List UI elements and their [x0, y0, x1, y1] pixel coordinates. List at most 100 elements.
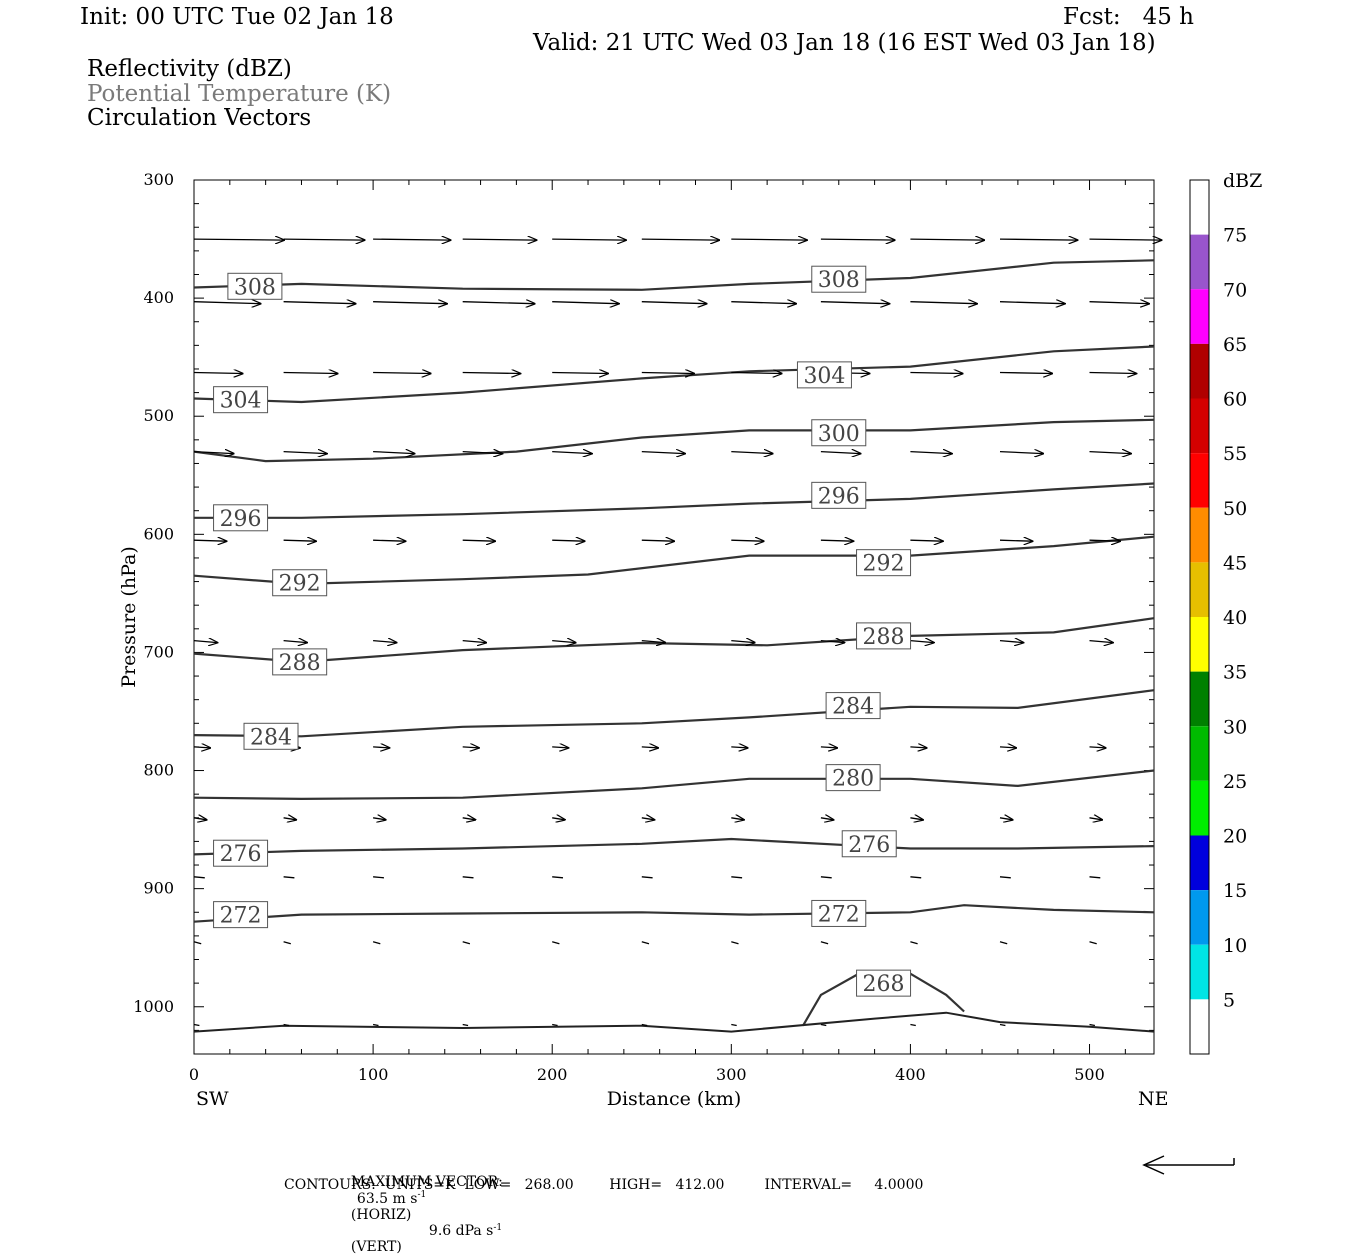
wind-vector	[910, 373, 962, 374]
wind-vector	[193, 941, 202, 945]
wind-vector	[373, 641, 396, 643]
wind-vector	[820, 452, 861, 454]
wind-vector	[820, 818, 834, 820]
wind-vector	[552, 302, 619, 304]
y-tick-label: 400	[143, 288, 174, 307]
wind-vector	[373, 373, 431, 374]
wind-vector	[731, 876, 743, 879]
wind-vector	[910, 302, 977, 304]
wind-vector	[999, 818, 1013, 820]
y-axis-title: Pressure (hPa)	[118, 546, 140, 688]
wind-vector	[1089, 452, 1131, 454]
colorbar-level-label: 65	[1223, 334, 1247, 356]
theta-contour-288	[193, 617, 1155, 664]
contour-label-box	[856, 549, 912, 577]
wind-vector	[373, 452, 414, 454]
wind-vector	[462, 641, 486, 643]
wind-vector	[999, 1023, 1006, 1027]
wind-vector	[910, 540, 942, 541]
wind-vector	[283, 818, 297, 820]
colorbar-level-label: 60	[1223, 389, 1247, 411]
wind-vector	[462, 239, 537, 240]
wind-vector	[552, 239, 626, 240]
x-tick-label: 300	[716, 1065, 747, 1084]
contour-label: 296	[220, 507, 262, 532]
wind-vector	[731, 818, 744, 820]
wind-vector	[283, 452, 327, 454]
contour-label-box	[272, 569, 328, 597]
colorbar-segment	[1190, 289, 1209, 344]
colorbar-level-label: 20	[1223, 826, 1247, 848]
wind-vector	[910, 818, 923, 820]
wind-vector	[372, 941, 381, 945]
wind-vector	[999, 302, 1065, 304]
cross-section-chart: 300 400 500 600 700 800 900 1000 0 100 200 300 400 50…	[118, 170, 1262, 1175]
wind-vector	[283, 239, 365, 240]
wind-vector	[283, 941, 291, 945]
wind-vector	[552, 1023, 558, 1027]
colorbar-segment	[1190, 234, 1209, 290]
wind-vector	[1089, 641, 1113, 643]
wind-vector	[283, 876, 295, 879]
contour-label: 300	[818, 422, 860, 447]
contour-label: 292	[863, 552, 905, 577]
wind-vector	[373, 876, 384, 879]
horiz-exponent: -1	[417, 1190, 427, 1200]
contour-label: 308	[818, 268, 860, 293]
forecast-hour: Fcst: 45 h	[1063, 4, 1194, 30]
contour-label-box	[841, 830, 897, 858]
wind-vector	[731, 302, 796, 304]
contour-label-box	[213, 386, 269, 414]
contour-label-box	[213, 901, 269, 929]
wind-vector	[999, 452, 1043, 454]
wind-vector	[731, 941, 739, 945]
colorbar-segment	[1190, 398, 1209, 454]
colorbar-segment	[1190, 343, 1209, 399]
colorbar-segment	[1190, 617, 1209, 672]
wind-vector	[1089, 876, 1101, 879]
wind-vector	[462, 747, 479, 748]
wind-vector	[910, 1023, 916, 1027]
wind-vector	[641, 239, 719, 240]
y-tick-label: 900	[143, 879, 174, 898]
colorbar-segment	[1190, 999, 1209, 1054]
reference-vector-head	[1142, 1155, 1165, 1175]
x-tick-label: 100	[358, 1065, 389, 1084]
wind-vector	[731, 1023, 737, 1027]
surface-line	[193, 1011, 1155, 1033]
wind-vector	[462, 452, 503, 454]
wind-vector	[283, 641, 307, 643]
wind-vector	[552, 818, 565, 820]
contour-label: 292	[279, 572, 321, 597]
wind-vector	[462, 876, 474, 879]
wind-vector	[283, 1023, 290, 1027]
wind-vector	[820, 239, 895, 240]
x-tick-label: 200	[537, 1065, 568, 1084]
legend-reflectivity: Reflectivity (dBZ)	[87, 56, 292, 82]
horiz-tag: (HORIZ)	[350, 1206, 412, 1223]
wind-vector	[462, 540, 495, 541]
colorbar-segment	[1190, 780, 1209, 836]
wind-vector	[641, 1023, 648, 1027]
contour-label-box	[856, 622, 912, 650]
contour-label-box	[796, 361, 852, 389]
wind-vector	[1089, 239, 1162, 240]
wind-vector	[193, 302, 261, 304]
contour-label: 288	[863, 625, 905, 650]
wind-vector	[283, 373, 338, 374]
wind-vector	[999, 641, 1023, 643]
wind-vector	[731, 239, 807, 240]
colorbar-level-label: 10	[1223, 935, 1247, 957]
contours-info: CONTOURS: UNITS=K LOW= 268.00 HIGH= 412.…	[284, 1177, 924, 1193]
max-vector-vert: 9.6 dPa s	[428, 1223, 494, 1240]
wind-vector	[1089, 373, 1137, 374]
colorbar-segment	[1190, 507, 1209, 563]
contour-label: 268	[863, 972, 905, 997]
wind-vector	[820, 941, 829, 945]
contour-label: 296	[818, 484, 860, 509]
y-tick-label: 300	[143, 170, 174, 189]
wind-vector	[193, 747, 210, 748]
colorbar-segment	[1190, 671, 1209, 727]
wind-vector	[193, 876, 205, 879]
wind-vector	[193, 540, 226, 541]
